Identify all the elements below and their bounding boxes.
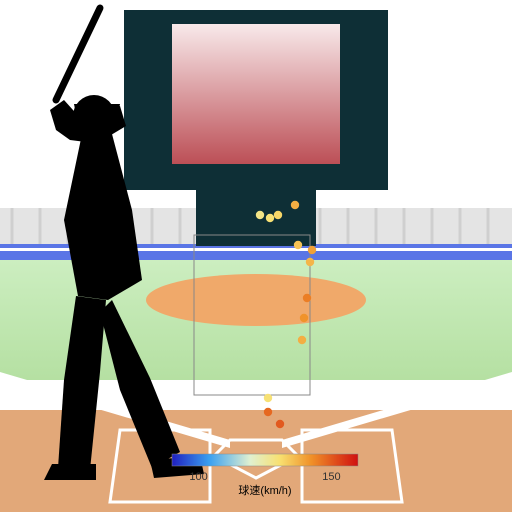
pitch-marker xyxy=(264,408,272,416)
pitch-marker xyxy=(276,420,284,428)
legend-tick: 150 xyxy=(322,471,340,483)
pitch-marker xyxy=(291,201,299,209)
pitch-location-chart: 100 150 球速(km/h) xyxy=(0,0,512,512)
pitch-marker xyxy=(306,258,314,266)
pitch-marker xyxy=(300,314,308,322)
legend-title: 球速(km/h) xyxy=(238,483,291,497)
pitch-marker xyxy=(308,246,316,254)
legend-tick: 100 xyxy=(189,471,207,483)
pitch-marker xyxy=(264,394,272,402)
pitch-marker xyxy=(266,214,274,222)
pitch-marker xyxy=(303,294,311,302)
pitch-marker xyxy=(298,336,306,344)
pitch-marker xyxy=(294,241,302,249)
pitch-marker xyxy=(274,211,282,219)
legend-bar xyxy=(172,454,358,466)
pitch-marker xyxy=(256,211,264,219)
